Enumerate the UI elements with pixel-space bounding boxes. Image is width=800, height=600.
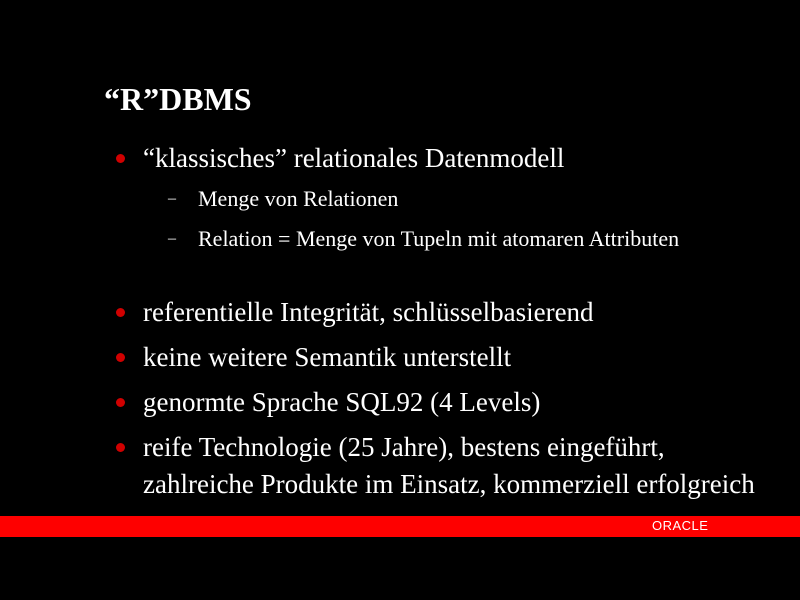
bullet-icon bbox=[116, 308, 125, 317]
bullet-item: referentielle Integrität, schlüsselbasie… bbox=[116, 294, 763, 331]
bullet-item: genormte Sprache SQL92 (4 Levels) bbox=[116, 384, 763, 421]
bullet-text: referentielle Integrität, schlüsselbasie… bbox=[143, 297, 594, 327]
slide-title: “R”DBMS bbox=[104, 81, 252, 117]
bullet-text: keine weitere Semantik unterstellt bbox=[143, 342, 512, 372]
bullet-item: keine weitere Semantik unterstellt bbox=[116, 339, 763, 376]
sub-text: Menge von Relationen bbox=[198, 186, 399, 211]
sub-item: – Menge von Relationen bbox=[168, 184, 718, 214]
bullet-text: “klassisches” relationales Datenmodell bbox=[143, 143, 565, 173]
sub-text: Relation = Menge von Tupeln mit atomaren… bbox=[198, 226, 680, 251]
bullet-text: genormte Sprache SQL92 (4 Levels) bbox=[143, 387, 541, 417]
sub-item: – Relation = Menge von Tupeln mit atomar… bbox=[168, 224, 718, 254]
dash-icon: – bbox=[168, 230, 176, 247]
bullet-icon bbox=[116, 353, 125, 362]
bullet-text: reife Technologie (25 Jahre), bestens ei… bbox=[143, 432, 755, 499]
bullet-item: “klassisches” relationales Datenmodell bbox=[116, 140, 763, 177]
bullet-icon bbox=[116, 154, 125, 163]
oracle-logo: ORACLE bbox=[652, 518, 709, 533]
dash-icon: – bbox=[168, 190, 176, 207]
bullet-icon bbox=[116, 443, 125, 452]
bullet-item: reife Technologie (25 Jahre), bestens ei… bbox=[116, 429, 763, 503]
bullet-icon bbox=[116, 398, 125, 407]
footer-band bbox=[0, 516, 800, 537]
